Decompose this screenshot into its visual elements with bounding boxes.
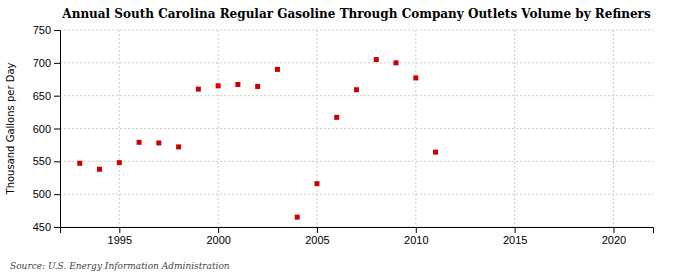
point [374, 57, 379, 62]
y-tick: 600 [33, 123, 60, 135]
y-grid-line [60, 62, 653, 63]
y-tick-mark [54, 63, 60, 64]
point [235, 82, 240, 87]
x-tick-mark [317, 227, 318, 233]
y-tick-label: 700 [33, 57, 51, 69]
point [176, 144, 181, 149]
y-axis-title: Thousand Gallons per Day [5, 62, 16, 195]
source: Source: U.S. Energy Information Administ… [10, 261, 230, 271]
y-tick-mark [54, 129, 60, 130]
point [97, 167, 102, 172]
point [334, 115, 339, 120]
y-grid-line [60, 128, 653, 129]
x-axis-line [61, 228, 654, 234]
y-axis-line [54, 31, 61, 228]
point [255, 84, 260, 89]
point [275, 67, 280, 72]
x-tick-label: 2020 [602, 234, 626, 246]
y-tick-mark [54, 30, 60, 31]
point [394, 60, 399, 65]
x-grid-line [119, 30, 120, 227]
x-tick-mark [218, 227, 219, 233]
x-tick: 2000 [206, 227, 230, 246]
x-grid-line [613, 30, 614, 227]
y-tick: 550 [33, 155, 60, 167]
y-tick-mark [54, 96, 60, 97]
y-tick: 650 [33, 90, 60, 102]
y-tick-label: 500 [33, 188, 51, 200]
y-tick-label: 750 [33, 24, 51, 36]
x-tick-mark [515, 227, 516, 233]
point [156, 140, 161, 145]
title: Annual South Carolina Regular Gasoline T… [61, 7, 651, 21]
x-tick-mark [119, 227, 120, 233]
point [295, 215, 300, 220]
x-tick-mark [613, 227, 614, 233]
y-grid-line [60, 30, 653, 31]
x-tick-label: 1995 [108, 234, 132, 246]
x-tick: 2015 [503, 227, 527, 246]
x-grid-line [415, 30, 416, 227]
x-tick-mark [416, 227, 417, 233]
x-grid-line [514, 30, 515, 227]
y-tick-mark [54, 161, 60, 162]
y-tick-mark [54, 194, 60, 195]
x-tick: 2010 [404, 227, 428, 246]
y-grid-line [60, 161, 653, 162]
x-tick: 2020 [602, 227, 626, 246]
y-tick-label: 450 [33, 221, 51, 233]
point [137, 140, 142, 145]
point [77, 161, 82, 166]
x-tick: 1995 [108, 227, 132, 246]
point [433, 150, 438, 155]
x-axis: 1995 2000 2005 2010 2015 2020 [61, 227, 654, 246]
y-tick-label: 600 [33, 123, 51, 135]
x-grid-line [218, 30, 219, 227]
x-tick-label: 2005 [305, 234, 329, 246]
y-tick: 500 [33, 188, 60, 200]
point [216, 83, 221, 88]
x-tick: 2005 [305, 227, 329, 246]
y-tick: 750 [33, 24, 60, 36]
y-tick: 450 [33, 221, 60, 233]
point [354, 87, 359, 92]
x-tick-label: 2015 [503, 234, 527, 246]
y-tick: 700 [33, 57, 60, 69]
y-grid-line [60, 194, 653, 195]
point [117, 160, 122, 165]
points [77, 57, 438, 220]
chart: 1995 2000 2005 2010 2015 2020 450 500 550 600 650 7… [0, 0, 675, 275]
y-tick-label: 550 [33, 155, 51, 167]
x-tick-label: 2000 [206, 234, 230, 246]
point [413, 75, 418, 80]
y-axis: 450 500 550 600 650 700 750 [33, 24, 61, 233]
y-grid-line [60, 95, 653, 96]
x-tick-label: 2010 [404, 234, 428, 246]
point [196, 87, 201, 92]
plot-area: 1995 2000 2005 2010 2015 2020 450 500 550 600 650 7… [33, 24, 654, 246]
y-tick-mark [54, 227, 60, 228]
point [314, 181, 319, 186]
grid [60, 30, 653, 227]
x-grid-line [316, 30, 317, 227]
y-tick-label: 650 [33, 90, 51, 102]
